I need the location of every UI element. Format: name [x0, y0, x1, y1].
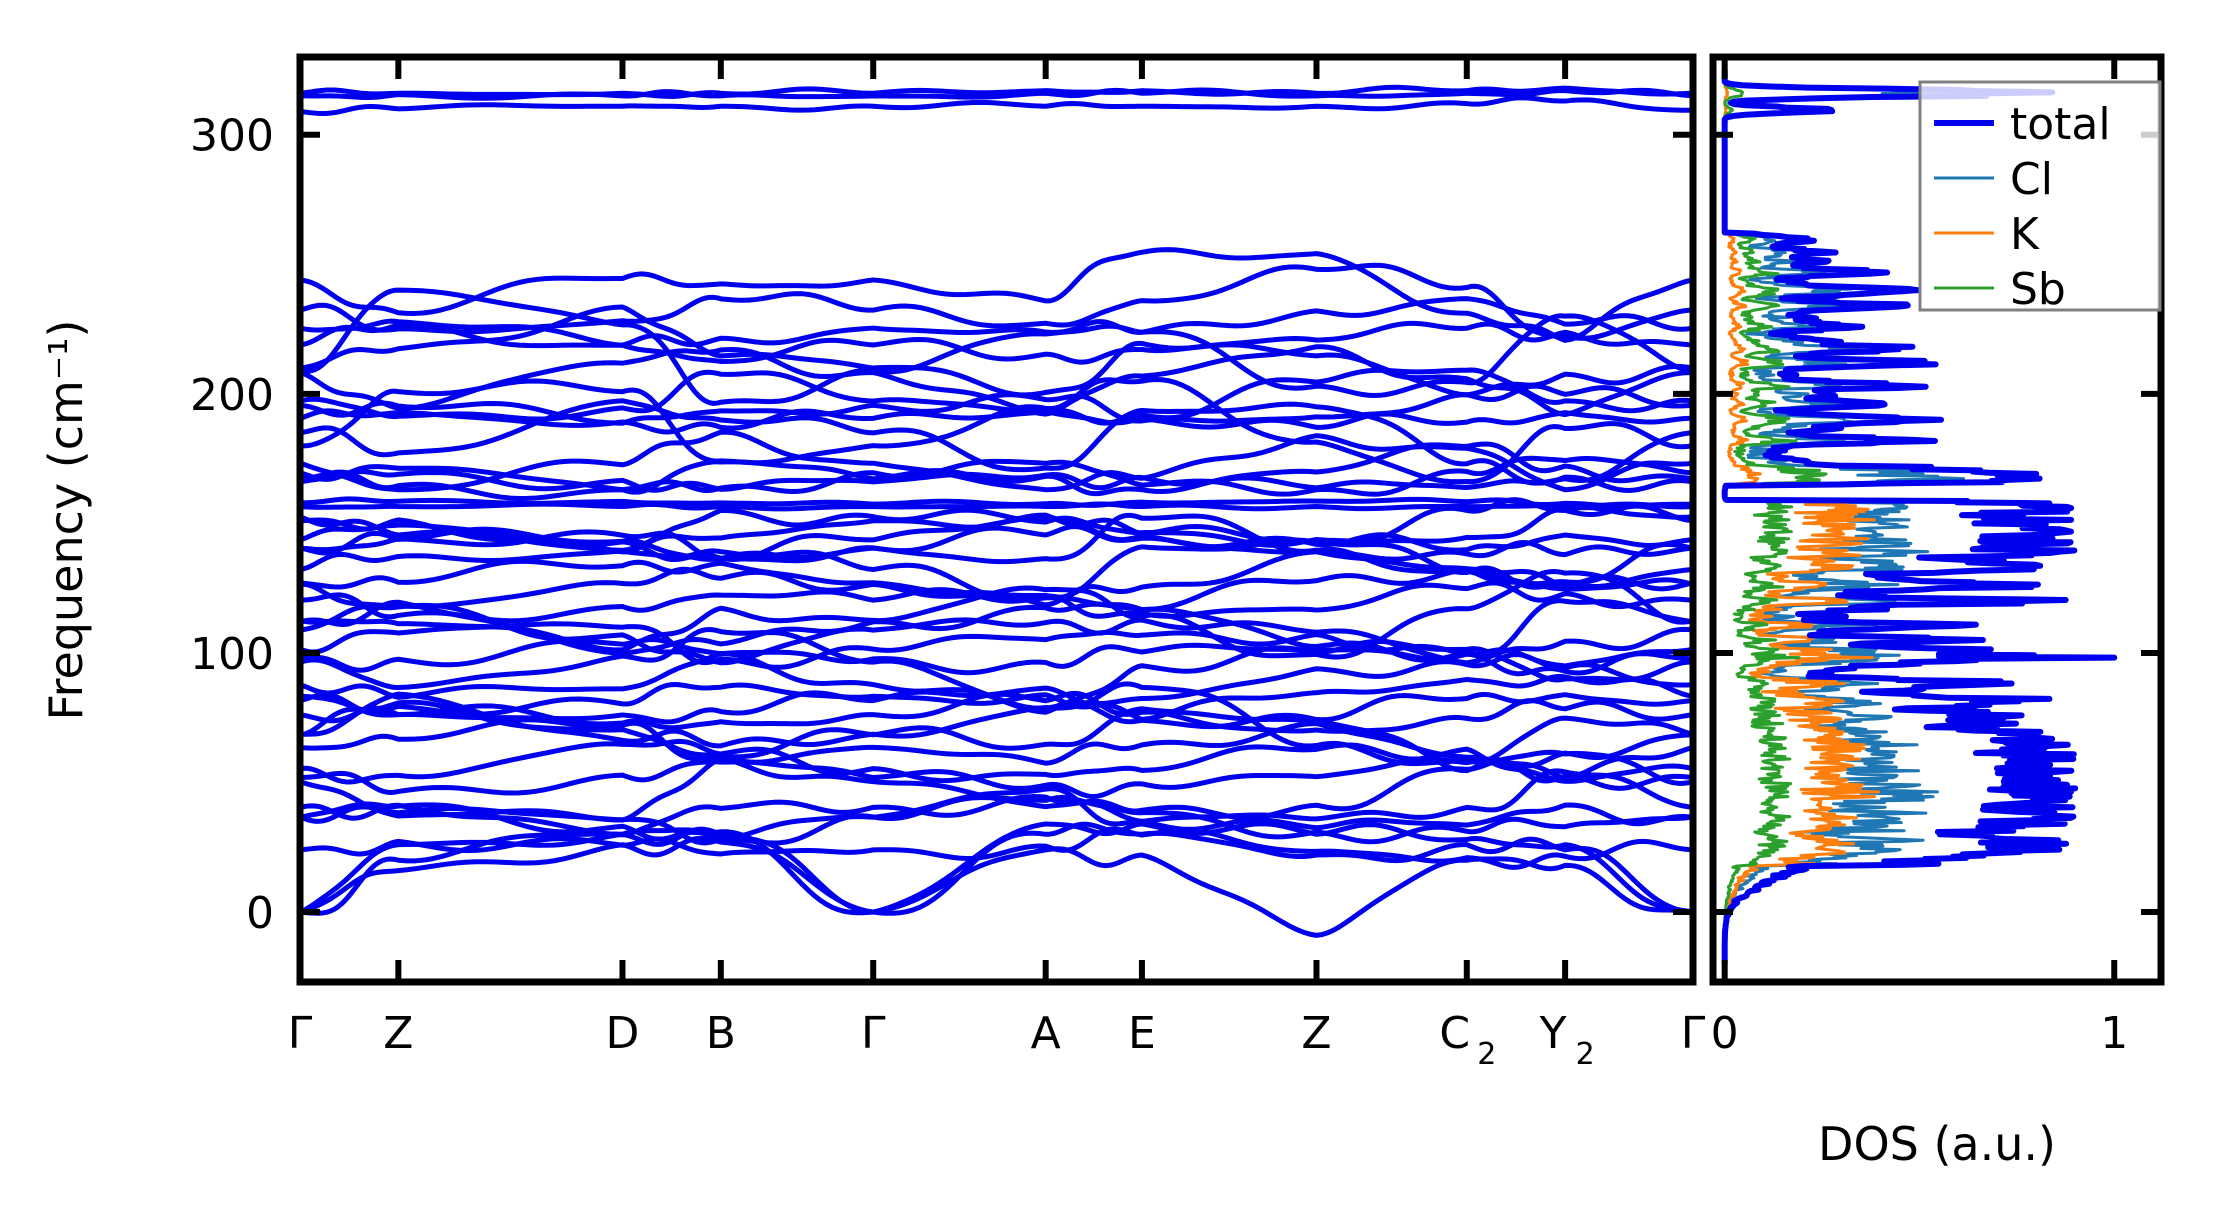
band-curves-group [300, 84, 1693, 938]
band-curve [300, 408, 1693, 435]
band-curve [300, 821, 1693, 916]
svg-text:A: A [1031, 1008, 1061, 1059]
y-tick-label: 200 [190, 370, 274, 421]
x-tick-label: A [1031, 1008, 1061, 1059]
band-curve [300, 262, 1693, 341]
svg-text:Z: Z [1301, 1008, 1331, 1059]
band-curve [300, 429, 1693, 493]
x-tick-label: E [1128, 1008, 1156, 1059]
band-curve [300, 95, 1693, 117]
legend-label-cl: Cl [2010, 154, 2053, 205]
band-curve [300, 637, 1693, 677]
dos-curve-total [1721, 68, 2118, 966]
x-tick-label: Γ [288, 1008, 313, 1059]
x-tick-label: Γ [1681, 1008, 1706, 1059]
band-curve [300, 768, 1693, 838]
band-curve [300, 569, 1693, 660]
svg-text:Γ: Γ [288, 1008, 313, 1059]
band-curve [300, 247, 1693, 343]
y-tick-label: 0 [246, 888, 274, 939]
svg-text:B: B [706, 1008, 736, 1059]
svg-text:E: E [1128, 1008, 1156, 1059]
band-curve [300, 537, 1693, 602]
band-curve [300, 497, 1693, 553]
legend-label-k: K [2010, 209, 2040, 260]
band-curve [300, 367, 1693, 426]
dos-curves-group [1721, 68, 2118, 966]
dos-x-ticks [1721, 57, 2118, 982]
dos-x-tick-label: 1 [2100, 1008, 2128, 1059]
svg-text:D: D [606, 1008, 640, 1059]
svg-text:Γ: Γ [861, 1008, 886, 1059]
band-curve [300, 826, 1693, 870]
x-tick-label: Z [383, 1008, 413, 1059]
band-curve [300, 786, 1693, 842]
x-tick-label: Z [1301, 1008, 1331, 1059]
band-curve [300, 673, 1693, 722]
dos-axis-label: DOS (a.u.) [1818, 1117, 2056, 1171]
band-curve [300, 627, 1693, 711]
band-curve [300, 685, 1693, 730]
svg-text:2: 2 [1576, 1037, 1595, 1072]
svg-text:2: 2 [1477, 1037, 1496, 1072]
band-curve [300, 598, 1693, 663]
band-y-ticks [300, 131, 1693, 916]
dos-panel-frame [1709, 53, 2165, 986]
svg-text:Y: Y [1539, 1008, 1567, 1059]
band-curve [300, 383, 1693, 426]
band-y-tick-labels: 0 100 200 300 [190, 111, 274, 939]
x-tick-label: B [706, 1008, 736, 1059]
svg-text:C: C [1439, 1008, 1470, 1059]
x-tick-label: D [606, 1008, 640, 1059]
frequency-axis-label: Frequency (cm⁻¹) [39, 320, 93, 721]
band-curve [300, 87, 1693, 101]
band-x-ticks [297, 57, 1696, 982]
dos-x-tick-label: 0 [1711, 1008, 1739, 1059]
band-curve [300, 503, 1693, 555]
band-curve [300, 794, 1693, 846]
legend-label-total: total [2010, 99, 2111, 150]
band-panel-frame [296, 53, 1697, 986]
legend-label-sb: Sb [2010, 264, 2066, 315]
y-tick-label: 100 [190, 629, 274, 680]
band-curve [300, 821, 1693, 915]
band-curve [300, 496, 1693, 509]
x-tick-label: Γ [861, 1008, 886, 1059]
band-curve [300, 296, 1693, 348]
svg-text:Z: Z [383, 1008, 413, 1059]
band-curve [300, 441, 1693, 501]
svg-text:Γ: Γ [1681, 1008, 1706, 1059]
y-tick-label: 300 [190, 111, 274, 162]
band-curve [300, 738, 1693, 785]
band-curve [300, 835, 1693, 938]
